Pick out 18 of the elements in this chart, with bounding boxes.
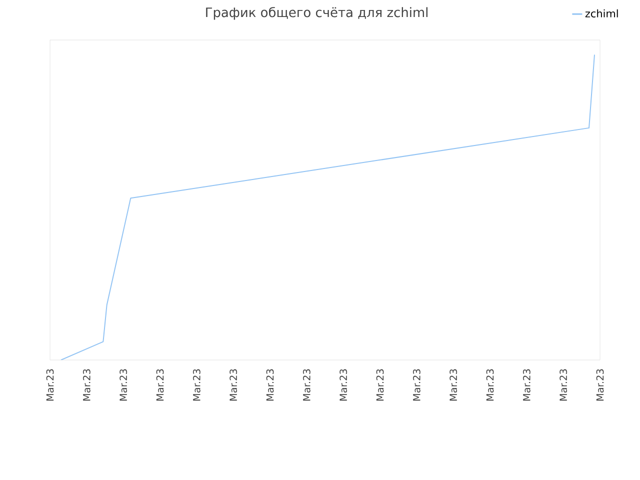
x-tick-label: Mar.23 <box>376 369 384 401</box>
x-tick-label: Mar.23 <box>596 369 604 401</box>
x-tick-label: Mar.23 <box>522 369 530 401</box>
x-tick-label: Mar.23 <box>560 369 568 401</box>
chart-title: График общего счёта для zchiml <box>206 6 428 20</box>
x-tick-label: Mar.23 <box>120 369 128 401</box>
x-tick-label: Mar.23 <box>302 369 310 401</box>
x-tick-label: Mar.23 <box>266 369 274 401</box>
x-tick-label: Mar.23 <box>412 369 420 401</box>
legend-label: zchiml <box>585 9 618 18</box>
x-tick-label: Mar.23 <box>230 369 238 401</box>
x-tick-label: Mar.23 <box>46 369 54 401</box>
x-tick-label: Mar.23 <box>192 369 200 401</box>
x-tick-label: Mar.23 <box>450 369 458 401</box>
x-tick-label: Mar.23 <box>340 369 348 401</box>
x-tick-label: Mar.23 <box>486 369 494 401</box>
x-tick-label: Mar.23 <box>156 369 164 401</box>
x-tick-label: Mar.23 <box>82 369 90 401</box>
